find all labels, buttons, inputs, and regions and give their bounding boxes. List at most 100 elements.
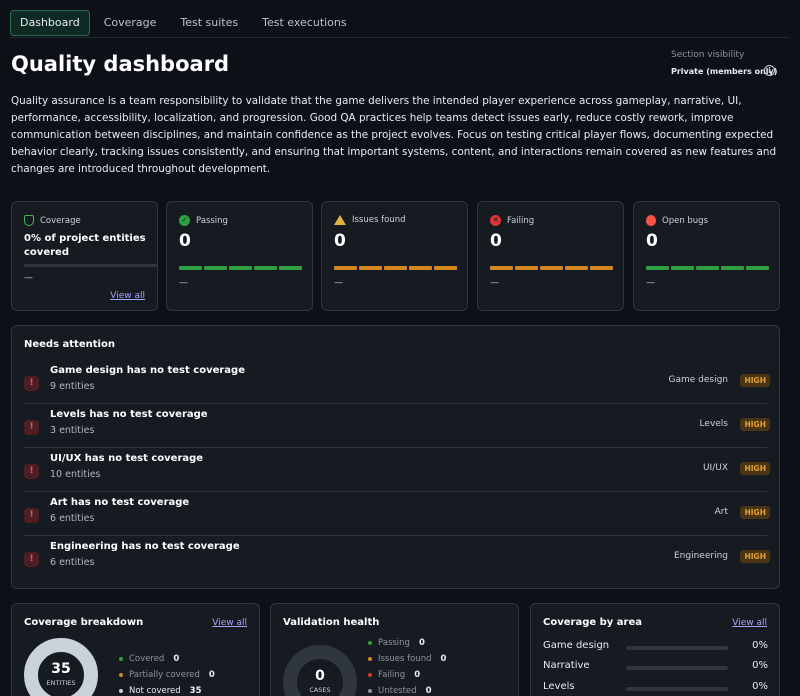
legend-item: Partially covered 0 [119, 667, 215, 683]
area-row[interactable]: Levels 0% [543, 679, 768, 696]
validation-donut-total: 0 [315, 668, 325, 684]
legend-value: 0 [208, 670, 215, 680]
area-progress-bar [626, 687, 728, 691]
legend-label: Issues found [378, 654, 432, 664]
status-segment [409, 266, 432, 270]
failing-card: ✕ Failing 0 — [477, 201, 624, 311]
tab-coverage[interactable]: Coverage [103, 16, 157, 29]
attention-row-area: Levels [699, 419, 728, 429]
legend-item: Untested 0 [368, 683, 446, 696]
row-divider [24, 535, 767, 536]
status-segment [590, 266, 613, 270]
attention-row-area: Art [714, 507, 728, 517]
status-segment [540, 266, 563, 270]
legend-item: Issues found 0 [368, 651, 446, 667]
area-label: Narrative [543, 660, 590, 671]
area-percent: 0% [752, 681, 768, 692]
status-segment [334, 266, 357, 270]
tab-dashboard[interactable]: Dashboard [10, 10, 90, 36]
legend-value: 0 [418, 638, 425, 648]
legend-value: 0 [440, 654, 447, 664]
validation-health-title: Validation health [283, 617, 380, 628]
area-percent: 0% [752, 640, 768, 651]
attention-row-area: Engineering [674, 551, 728, 561]
legend-item: Covered 0 [119, 651, 215, 667]
attention-row-title: Art has no test coverage [50, 497, 190, 508]
page-title: Quality dashboard [11, 52, 230, 76]
area-progress-bar [626, 646, 728, 650]
attention-row-title: Engineering has no test coverage [50, 541, 240, 552]
check-circle-icon: ✓ [179, 215, 190, 226]
coverage-by-area-title: Coverage by area [543, 617, 642, 628]
issues-card: Issues found 0 — [321, 201, 468, 311]
area-row[interactable]: Game design 0% [543, 638, 768, 656]
bugs-card: Open bugs 0 — [633, 201, 780, 311]
tab-test-suites[interactable]: Test suites [180, 16, 239, 29]
area-percent: 0% [752, 660, 768, 671]
coverage-view-all-link[interactable]: View all [110, 291, 145, 301]
error-icon: ! [24, 508, 39, 523]
coverage-summary: 0% of project entities covered [24, 233, 146, 258]
status-segment [646, 266, 669, 270]
validation-legend: Passing 0 Issues found 0 Failing 0 Untested… [368, 635, 446, 696]
status-segment [179, 266, 202, 270]
coverage-breakdown-title: Coverage breakdown [24, 617, 144, 628]
legend-dot [119, 673, 123, 677]
error-icon: ! [24, 420, 39, 435]
legend-label: Covered [129, 654, 165, 664]
attention-row[interactable]: ! Levels has no test coverage 3 entities… [24, 405, 770, 449]
issues-dash: — [334, 278, 343, 288]
passing-card-header: ✓ Passing [179, 215, 228, 226]
legend-dot [368, 641, 372, 645]
row-divider [24, 491, 767, 492]
needs-attention-panel: Needs attention ! Game design has no tes… [11, 325, 780, 589]
legend-value: 0 [173, 654, 180, 664]
tab-bar: Dashboard Coverage Test suites Test exec… [10, 10, 357, 38]
legend-item: Failing 0 [368, 667, 446, 683]
coverage-legend: Covered 0 Partially covered 0 Not covered 3… [119, 651, 215, 696]
coverage-breakdown-view-all-link[interactable]: View all [212, 618, 247, 628]
error-icon: ! [24, 464, 39, 479]
attention-row-subtitle: 6 entities [50, 557, 95, 568]
legend-label: Not covered [129, 686, 181, 696]
passing-card-label: Passing [196, 215, 228, 226]
info-icon[interactable]: i [764, 65, 775, 76]
coverage-donut-label: ENTITIES [46, 679, 76, 687]
area-label: Levels [543, 681, 575, 692]
tab-test-executions[interactable]: Test executions [262, 16, 347, 29]
attention-row-area: UI/UX [702, 463, 728, 473]
status-segment [515, 266, 538, 270]
legend-value: 0 [414, 670, 421, 680]
attention-row[interactable]: ! Engineering has no test coverage 6 ent… [24, 537, 770, 581]
tab-divider [10, 37, 790, 38]
page-description: Quality assurance is a team responsibili… [11, 95, 777, 175]
row-divider [24, 403, 767, 404]
error-icon: ! [24, 376, 39, 391]
coverage-donut-total: 35 [51, 661, 71, 677]
area-row[interactable]: Narrative 0% [543, 658, 768, 676]
attention-row[interactable]: ! Game design has no test coverage 9 ent… [24, 361, 770, 405]
visibility-label: Section visibility [671, 50, 745, 60]
priority-badge: HIGH [740, 506, 770, 519]
status-segment [254, 266, 277, 270]
passing-dash: — [179, 278, 188, 288]
attention-row-subtitle: 6 entities [50, 513, 95, 524]
visibility-value[interactable]: Private (members only) [671, 67, 778, 76]
coverage-by-area-view-all-link[interactable]: View all [732, 618, 767, 628]
attention-row-title: Game design has no test coverage [50, 365, 245, 376]
attention-row-title: Levels has no test coverage [50, 409, 208, 420]
bugs-value: 0 [646, 231, 658, 251]
legend-dot [368, 657, 372, 661]
status-segment [721, 266, 744, 270]
status-segment [565, 266, 588, 270]
issues-card-label: Issues found [352, 215, 406, 225]
legend-dot [368, 689, 372, 693]
legend-dot [368, 673, 372, 677]
attention-row[interactable]: ! Art has no test coverage 6 entities Ar… [24, 493, 770, 537]
validation-health-panel: Validation health 0 CASES Passing 0 Issue… [270, 603, 519, 696]
passing-card: ✓ Passing 0 — [166, 201, 313, 311]
failing-value: 0 [490, 231, 502, 251]
attention-row[interactable]: ! UI/UX has no test coverage 10 entities… [24, 449, 770, 493]
coverage-by-area-panel: Coverage by area View all Game design 0%… [530, 603, 780, 696]
